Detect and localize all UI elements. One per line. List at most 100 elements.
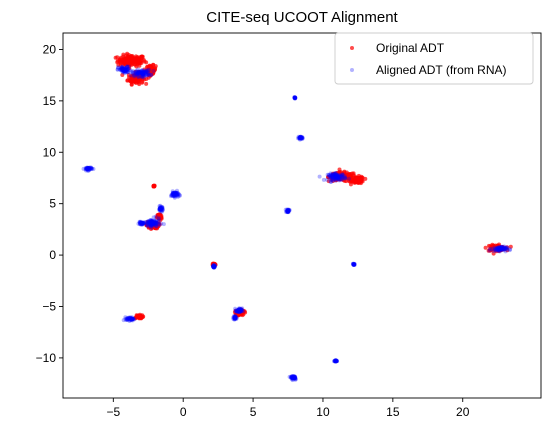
data-point [296,136,301,141]
data-point [299,136,304,141]
data-point [292,96,297,101]
data-point [172,195,177,200]
data-point [140,73,145,78]
data-point [136,221,141,226]
data-point [141,72,146,77]
series-0 [113,51,513,321]
data-point [128,316,133,321]
data-point [232,315,237,320]
data-point [293,95,298,100]
data-point [496,246,501,251]
data-point [497,245,502,250]
data-point [158,207,163,212]
data-point [147,219,152,224]
data-point [335,175,340,180]
data-point [85,167,90,172]
data-point [293,95,298,100]
data-point [147,73,152,78]
data-point [176,194,181,199]
data-point [493,247,498,252]
data-point [360,175,365,180]
data-point [332,358,337,363]
data-point [130,316,135,321]
data-point [146,68,151,73]
data-point [154,220,159,225]
data-point [130,316,135,320]
data-point [120,67,125,72]
data-point [134,70,139,75]
data-point [503,245,508,250]
data-point [212,265,217,270]
data-point [128,73,133,78]
data-point [132,74,137,79]
data-point [491,251,496,256]
data-point [129,315,134,320]
data-point [140,220,145,225]
data-point [150,223,155,228]
data-point [286,209,291,214]
data-point [124,69,129,74]
data-point [157,206,162,211]
data-point [233,316,238,321]
data-point [298,135,303,140]
data-point [332,174,337,179]
data-point [494,246,499,251]
data-point [239,308,244,313]
data-point [350,179,355,184]
data-point [493,248,498,253]
data-point [120,66,125,71]
data-point [121,68,126,73]
chart-title: CITE-seq UCOOT Alignment [206,9,398,26]
data-point [283,207,288,212]
data-point [317,174,322,179]
data-point [332,358,337,363]
data-point [140,68,145,73]
data-point [232,314,237,319]
data-point [125,69,130,74]
data-point [158,207,163,212]
data-point [240,307,245,312]
data-point [131,317,136,322]
data-point [497,248,502,253]
y-tick-label: −10 [36,351,57,365]
data-point [328,176,333,181]
data-point [145,68,150,73]
data-point [338,176,343,181]
data-point [175,190,180,195]
data-point [153,220,158,225]
data-point [338,173,343,178]
data-point [151,220,156,225]
data-point [139,221,144,226]
data-point [285,207,290,212]
data-point [501,247,506,252]
data-point [136,71,141,76]
data-point [331,175,336,180]
data-point [493,246,498,251]
data-point [500,246,505,251]
data-point [145,72,150,77]
data-point [507,248,512,253]
data-point [333,171,338,176]
data-point [231,315,236,320]
data-point [240,306,245,311]
data-point [122,68,127,73]
data-point [292,96,297,101]
data-point [332,172,337,177]
data-point [157,208,162,213]
data-point [285,209,290,214]
data-point [157,207,162,212]
data-point [332,171,337,176]
data-point [290,375,295,380]
data-point [353,179,358,184]
data-point [330,175,335,180]
data-point [136,60,141,65]
data-point [292,375,297,380]
data-point [157,206,162,211]
data-point [334,358,339,363]
data-point [286,207,291,212]
data-point [140,222,145,227]
data-point [150,223,155,228]
data-point [172,192,177,197]
data-point [352,262,357,267]
data-point [232,315,237,320]
